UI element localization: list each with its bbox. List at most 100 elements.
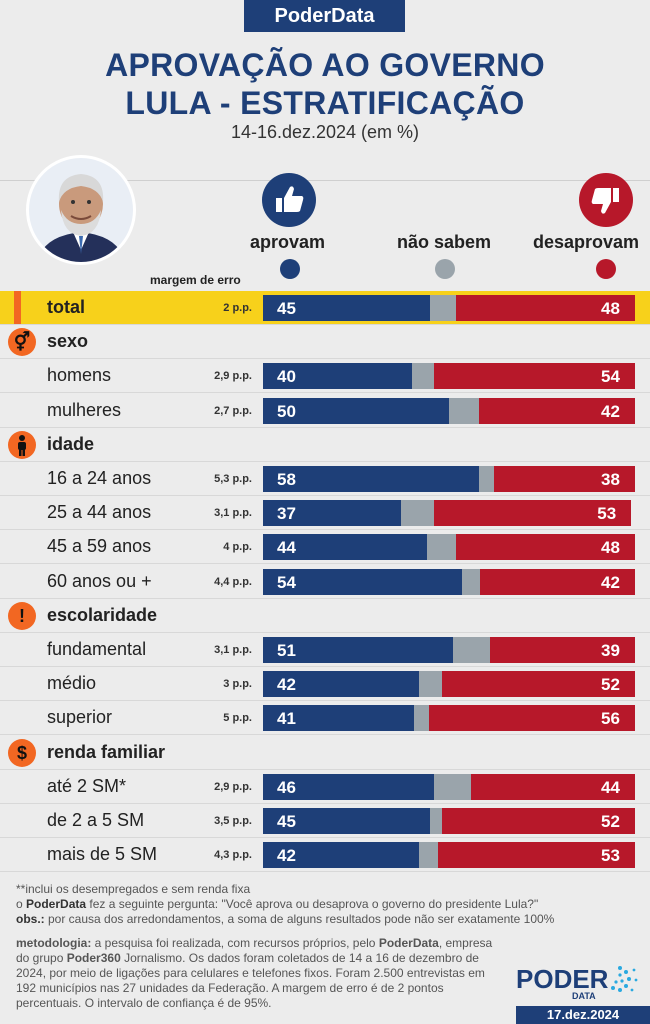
margin-of-error: 4,3 p.p. [214,849,252,862]
poderdata-logo: PODER DATA [516,962,642,1007]
chart-row: 25 a 44 anos 3,1 p.p. 37 53 [0,496,650,531]
bar-dontknow [430,295,457,321]
row-divider [0,666,650,667]
bar-disapprove [428,705,635,732]
bar-disapprove [478,397,635,424]
row-divider [0,495,650,496]
chart-row: 45 a 59 anos 4 p.p. 44 48 [0,530,650,565]
note-obs: obs.: por causa dos arredondamentos, a s… [16,912,555,926]
row-divider [0,802,650,804]
row-label: superior [47,707,113,728]
bar-disapprove [434,363,635,390]
bar-approve [263,466,479,492]
chart-row: homens 2,9 p.p. 40 54 [0,359,650,394]
bar-approve [263,568,462,595]
margin-of-error: 2,7 p.p. [214,404,252,417]
bar-disapprove [489,637,635,663]
brand-tab: PoderData [244,0,405,32]
row-label: homens [47,365,112,386]
margin-of-error: 2,9 p.p. [214,780,252,793]
margin-of-error: 2 p.p. [223,302,252,314]
row-divider [0,734,650,736]
legend-dontknow-label: não sabem [397,232,492,252]
group-header: idade [0,428,650,462]
total-row: total 2 p.p. 45 48 [0,291,650,325]
bar-dontknow [419,671,442,698]
legend-approve-label: aprovam [250,232,326,252]
bar-dontknow [449,397,479,424]
row-divider [0,768,650,770]
title-line-2: LULA - ESTRATIFICAÇÃO [125,85,525,121]
bar-dontknow [452,637,490,663]
value-disapprove: 39 [601,641,620,660]
row-divider [0,324,650,325]
row-label: escolaridade [47,604,158,625]
row-label: total [47,297,85,317]
bar-approve [263,534,427,561]
group-header: ⚥ sexo [0,325,650,360]
chart-row: 16 a 24 anos 5,3 p.p. 58 38 [0,462,650,496]
value-disapprove: 54 [601,367,620,387]
title-line-1: APROVAÇÃO AO GOVERNO [105,47,545,83]
legend-approve-dot [280,259,300,279]
bar-disapprove [493,466,635,492]
value-approve: 45 [277,812,296,831]
value-disapprove: 48 [601,538,620,558]
bar-approve [263,808,431,834]
row-label: idade [47,433,95,454]
bar-dontknow [478,466,494,492]
row-label: de 2 a 5 SM [47,810,145,830]
dollar-icon: $ [8,738,36,767]
bar-dontknow [461,568,481,595]
value-approve: 54 [277,572,296,592]
bar-approve [263,842,420,869]
bar-disapprove [437,842,635,869]
value-approve: 45 [277,299,296,318]
bar-approve [263,397,449,424]
subtitle: 14-16.dez.2024 (em %) [230,122,420,142]
chart-row: de 2 a 5 SM 3,5 p.p. 45 52 [0,804,650,838]
page-title: APROVAÇÃO AO GOVERNO LULA - ESTRATIFICAÇ… [0,46,650,122]
value-disapprove: 44 [601,777,620,797]
chart-row: 60 anos ou + 4,4 p.p. 54 42 [0,565,650,599]
margin-of-error: 5 p.p. [223,712,252,725]
value-disapprove: 53 [597,504,617,524]
margin-of-error: 3,1 p.p. [214,644,252,656]
row-label: renda familiar [47,741,166,762]
thumbs-down-icon [579,173,633,227]
value-approve: 58 [277,470,296,489]
bar-disapprove [480,568,635,595]
value-disapprove: 53 [601,846,620,866]
bar-dontknow [426,534,457,561]
note-question: o PoderData fez a seguinte pergunta: "Vo… [16,897,539,911]
margin-of-error: 4,4 p.p. [214,575,252,588]
value-disapprove: 42 [601,401,620,421]
bar-approve [263,637,453,663]
row-label: sexo [47,331,89,352]
bar-dontknow [430,808,442,834]
chart-row: até 2 SM* 2,9 p.p. 46 44 [0,770,650,804]
value-approve: 41 [277,709,296,729]
chart-row: mulheres 2,7 p.p. 50 42 [0,394,650,428]
value-disapprove: 52 [601,675,620,695]
margin-of-error: 3,5 p.p. [214,815,252,827]
row-divider [0,700,650,702]
bar-dontknow [419,842,438,869]
bar-approve [263,671,420,698]
svg-text:DATA: DATA [572,991,596,1001]
bar-disapprove [471,773,635,800]
bar-approve [263,363,412,390]
value-approve: 42 [277,846,296,866]
value-approve: 40 [277,367,296,387]
row-label: 16 a 24 anos [47,468,152,488]
bar-dontknow [434,773,472,800]
chart-row: médio 3 p.p. 42 52 [0,667,650,702]
legend-dontknow-dot [435,259,455,279]
value-disapprove: 42 [601,572,620,592]
exclamation-icon: ! [8,601,36,630]
row-divider [0,597,650,599]
value-disapprove: 56 [601,709,620,729]
row-label: fundamental [47,639,147,659]
gender-icon: ⚥ [8,328,36,357]
bar-disapprove [456,534,635,561]
